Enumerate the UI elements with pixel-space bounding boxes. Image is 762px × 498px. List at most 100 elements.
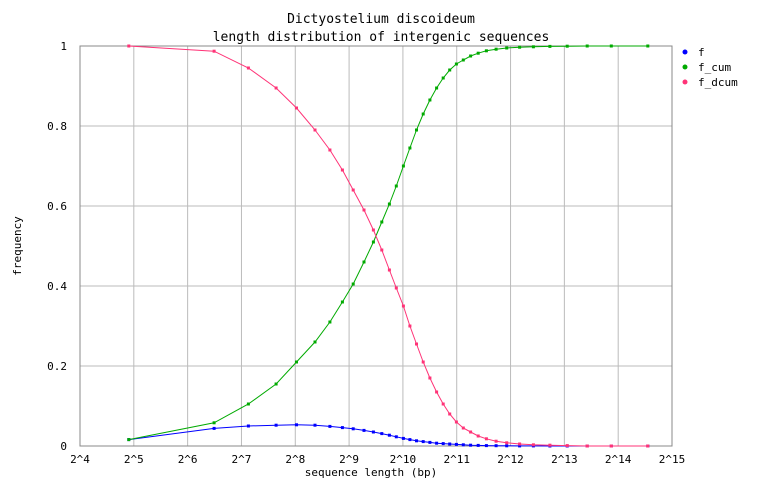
legend-label: f_cum [698, 61, 731, 74]
data-point-f-cum [441, 76, 445, 80]
data-point-f-dcum [295, 106, 298, 110]
x-tick-labels: 2^4 2^5 2^6 2^7 2^8 2^9 2^10 2^11 2^12 2^13 2^14 2^… [70, 453, 685, 466]
data-point-f [313, 423, 317, 427]
data-point-f [394, 435, 398, 439]
data-point-f-cum [548, 44, 552, 48]
data-point-f-dcum [494, 439, 498, 443]
data-point-f-dcum [421, 360, 425, 364]
data-point-f-cum [246, 402, 250, 406]
x-axis-label: sequence length (bp) [305, 466, 437, 479]
data-point-f-cum [646, 44, 650, 48]
data-point-f-cum [371, 240, 375, 244]
data-point-f [362, 428, 366, 432]
data-point-f-cum [274, 382, 278, 386]
data-point-f [469, 443, 473, 447]
data-point-f-cum [565, 44, 569, 48]
data-point-f [421, 440, 425, 444]
x-tick-label: 2^9 [339, 453, 359, 466]
x-tick-label: 2^10 [390, 453, 417, 466]
y-tick-label: 0.2 [47, 360, 67, 373]
y-tick-label: 0.4 [47, 280, 67, 293]
data-point-f [212, 426, 216, 430]
data-point-f-dcum [441, 402, 445, 406]
data-point-f-dcum [351, 188, 355, 192]
data-point-f-cum [415, 128, 418, 132]
data-point-f-cum [448, 68, 452, 72]
series-line-f-dcum [128, 45, 648, 447]
data-point-f [518, 444, 522, 448]
data-point-f [476, 443, 480, 447]
data-point-f-dcum [609, 444, 613, 448]
x-tick-label: 2^6 [178, 453, 198, 466]
data-point-f-cum [362, 260, 366, 264]
data-point-f-dcum [246, 66, 250, 70]
data-point-f-cum [454, 62, 458, 66]
data-point-f-dcum [565, 444, 569, 448]
data-point-f [401, 436, 405, 440]
series-group [127, 44, 650, 448]
legend-marker [682, 49, 688, 55]
data-point-f-cum [328, 320, 332, 324]
data-point-f-cum [609, 44, 613, 48]
data-point-f-cum [484, 49, 488, 53]
plot-frame [79, 45, 673, 447]
data-point-f-cum [494, 47, 498, 51]
y-axis-label: frequency [11, 216, 24, 276]
data-point-f-cum [351, 282, 355, 286]
data-point-f-cum [313, 340, 317, 344]
data-point-f-dcum [387, 268, 391, 272]
data-point-f-dcum [531, 443, 535, 447]
x-tick-label: 2^15 [659, 453, 686, 466]
y-tick-label: 0 [60, 440, 67, 453]
data-point-f-cum [421, 112, 425, 116]
y-tick-label: 1 [60, 40, 67, 53]
legend-marker [682, 64, 688, 70]
data-point-f [351, 427, 355, 431]
chart-title: Dictyostelium discoideum [287, 12, 475, 27]
data-point-f-dcum [394, 286, 398, 290]
y-tick-labels: 0 0.2 0.4 0.6 0.8 1 [47, 40, 67, 453]
data-point-f [454, 442, 458, 446]
data-point-f-dcum [127, 44, 131, 48]
x-tick-label: 2^4 [70, 453, 90, 466]
x-tick-label: 2^7 [232, 453, 252, 466]
legend: f f_cum f_dcum [682, 46, 738, 89]
data-point-f-cum [408, 146, 412, 150]
data-point-f [340, 426, 344, 430]
data-point-f-dcum [476, 434, 480, 438]
data-point-f-dcum [371, 228, 375, 232]
data-point-f-cum [394, 184, 398, 188]
x-tick-label: 2^8 [285, 453, 305, 466]
data-point-f-dcum [408, 324, 412, 328]
y-tick-label: 0.8 [47, 120, 67, 133]
data-point-f-dcum [340, 168, 344, 172]
data-point-f [408, 438, 412, 442]
data-point-f [505, 444, 509, 448]
data-point-f-cum [461, 58, 465, 62]
data-point-f [246, 424, 250, 428]
data-point-f [494, 444, 498, 448]
x-tick-label: 2^13 [551, 453, 578, 466]
data-point-f-dcum [401, 304, 405, 308]
data-point-f [484, 444, 488, 448]
data-point-f-cum [505, 46, 509, 50]
data-point-f-dcum [362, 208, 366, 212]
grid [80, 46, 672, 446]
data-point-f-dcum [313, 128, 317, 132]
data-point-f-cum [401, 164, 405, 168]
data-point-f [371, 430, 375, 434]
data-point-f-cum [469, 54, 473, 58]
data-point-f [328, 424, 332, 428]
x-tick-label: 2^11 [443, 453, 470, 466]
data-point-f-dcum [548, 443, 552, 447]
data-point-f [387, 433, 391, 437]
data-point-f-cum [518, 45, 522, 49]
data-point-f-cum [585, 44, 589, 48]
data-point-f-dcum [448, 412, 452, 416]
data-point-f [441, 442, 445, 446]
data-point-f [274, 423, 278, 427]
data-point-f-dcum [274, 86, 278, 90]
data-point-f-cum [127, 438, 131, 442]
chart-subtitle: length distribution of intergenic sequen… [213, 30, 550, 45]
